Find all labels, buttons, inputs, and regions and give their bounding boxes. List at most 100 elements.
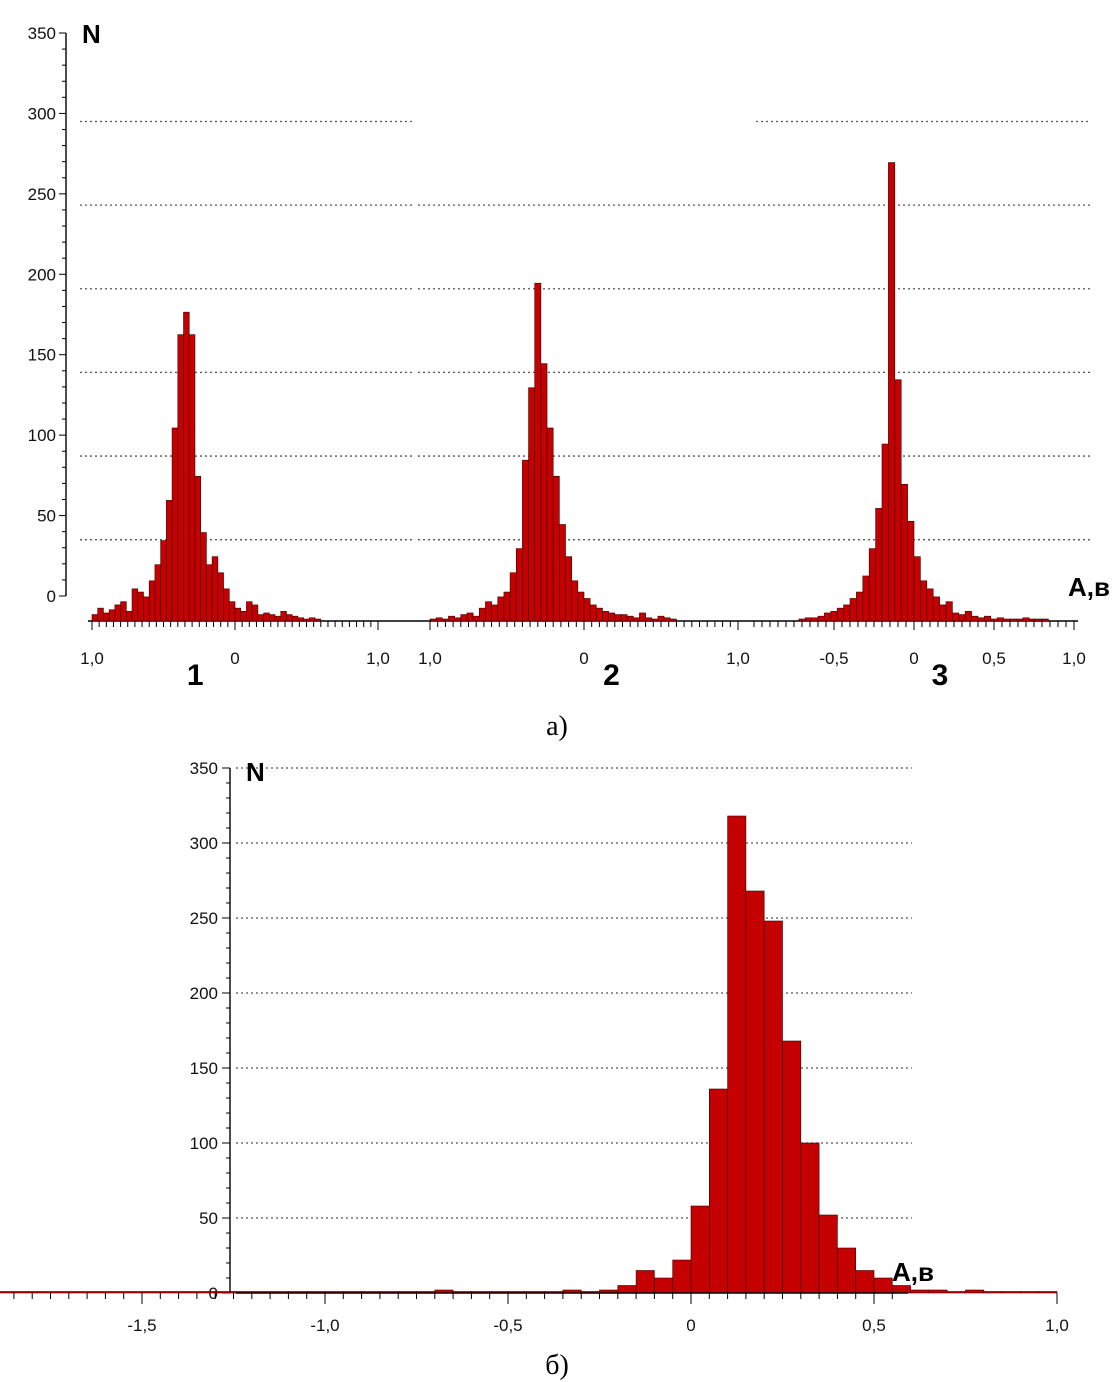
bar-b [105, 1291, 125, 1294]
bar-a1 [114, 604, 121, 622]
bar-a3 [939, 604, 947, 622]
bar-a3 [862, 575, 870, 622]
bar-a2 [509, 572, 517, 622]
peak-label: 1 [187, 659, 204, 692]
bar-a1 [297, 617, 304, 622]
bar-a2 [540, 363, 548, 622]
bar-a1 [234, 607, 242, 622]
bar-b [690, 1205, 710, 1294]
bar-a1 [183, 311, 190, 622]
x-tick-label-b: -1,0 [310, 1316, 339, 1335]
bar-a1 [280, 611, 287, 622]
bar-b [13, 1291, 33, 1294]
bar-b [928, 1289, 948, 1294]
bar-b [50, 1291, 70, 1294]
bar-b [1038, 1291, 1058, 1294]
bar-a1 [274, 615, 282, 622]
bar-a3 [977, 617, 985, 622]
bar-a2 [478, 607, 486, 622]
bar-a2 [632, 617, 640, 622]
bar-b [763, 920, 783, 1294]
bar-a3 [932, 596, 940, 622]
bar-a3 [868, 548, 876, 622]
bar-a3 [856, 591, 864, 622]
bar-b [635, 1270, 655, 1294]
bar-a3 [920, 580, 928, 622]
bar-a1 [246, 601, 253, 622]
bar-b [86, 1291, 106, 1294]
bar-a3 [817, 615, 825, 622]
x-tick-label-b: 0 [686, 1316, 695, 1335]
bar-a3 [849, 598, 857, 622]
x-tick-label-a: 0 [230, 649, 239, 668]
bar-a2 [435, 617, 443, 622]
bar-a3 [952, 612, 960, 622]
bar-a2 [460, 614, 468, 622]
bar-a1 [240, 611, 247, 622]
bar-a3 [907, 520, 915, 622]
bar-a3 [913, 556, 921, 622]
x-tick-label-a: 1,0 [80, 649, 104, 668]
bar-a1 [309, 617, 316, 622]
bar-a3 [830, 611, 838, 622]
bar-a2 [491, 604, 499, 622]
y-tick-label-b: 200 [190, 984, 218, 1003]
bar-a2 [552, 475, 560, 622]
bar-a1 [314, 618, 322, 622]
bar-b [855, 1270, 875, 1294]
bar-a3 [875, 508, 883, 622]
bar-a3 [964, 611, 972, 622]
bar-a2 [528, 387, 536, 622]
bar-a1 [251, 604, 259, 622]
bar-a2 [571, 580, 579, 622]
bar-b [617, 1285, 637, 1294]
y-tick-label-b: 350 [190, 759, 218, 778]
bar-a2 [645, 617, 653, 622]
bar-a1 [257, 614, 264, 622]
bar-a1 [228, 601, 236, 622]
bar-b [0, 1291, 15, 1294]
y-tick-label-a: 300 [28, 104, 56, 123]
bar-a3 [894, 379, 902, 622]
bar-a2 [583, 598, 591, 622]
bar-a1 [200, 532, 207, 622]
bar-a3 [1022, 617, 1030, 622]
bar-b [837, 1247, 857, 1294]
bar-a3 [824, 612, 832, 622]
bar-a2 [503, 591, 511, 622]
x-tick-label-b: 1,0 [1045, 1316, 1069, 1335]
y-tick-label-a: 200 [28, 265, 56, 284]
x-tick-label-a: 1,0 [726, 649, 750, 668]
bar-b [965, 1289, 985, 1294]
bar-a3 [971, 615, 979, 622]
bar-a3 [1028, 618, 1036, 622]
histogram-a: 0 50 100 150 200 250 300 350 N А,в а) 1,0 0 1,0 1 1,0 0 1… [28, 19, 1110, 742]
x-axis-title-a: А,в [1068, 572, 1110, 602]
bar-a2 [534, 282, 542, 622]
bar-a1 [263, 612, 270, 622]
x-tick-label-a: 0 [579, 649, 588, 668]
bar-b [745, 890, 765, 1294]
bar-a1 [217, 572, 224, 622]
bar-b [141, 1291, 161, 1294]
bar-a1 [171, 427, 179, 622]
bar-a3 [881, 443, 889, 622]
bar-a1 [91, 614, 99, 622]
x-tick-label-a: -0,5 [819, 649, 848, 668]
bar-a3 [804, 617, 812, 622]
x-axis-title-b: А,в [892, 1257, 934, 1287]
y-axis-title-b: N [246, 757, 265, 787]
bar-a3 [1016, 618, 1024, 622]
bar-a1 [143, 596, 150, 622]
bar-a2 [639, 612, 646, 622]
peak-label: 2 [603, 659, 620, 692]
x-tick-label-a: 0,5 [982, 649, 1006, 668]
y-tick-label-b: 150 [190, 1059, 218, 1078]
bar-b [946, 1291, 966, 1294]
bar-a1 [188, 334, 196, 622]
bar-a2 [657, 615, 665, 622]
bar-a3 [990, 618, 998, 622]
bar-b [654, 1277, 674, 1294]
y-tick-label-b: 0 [209, 1284, 218, 1303]
